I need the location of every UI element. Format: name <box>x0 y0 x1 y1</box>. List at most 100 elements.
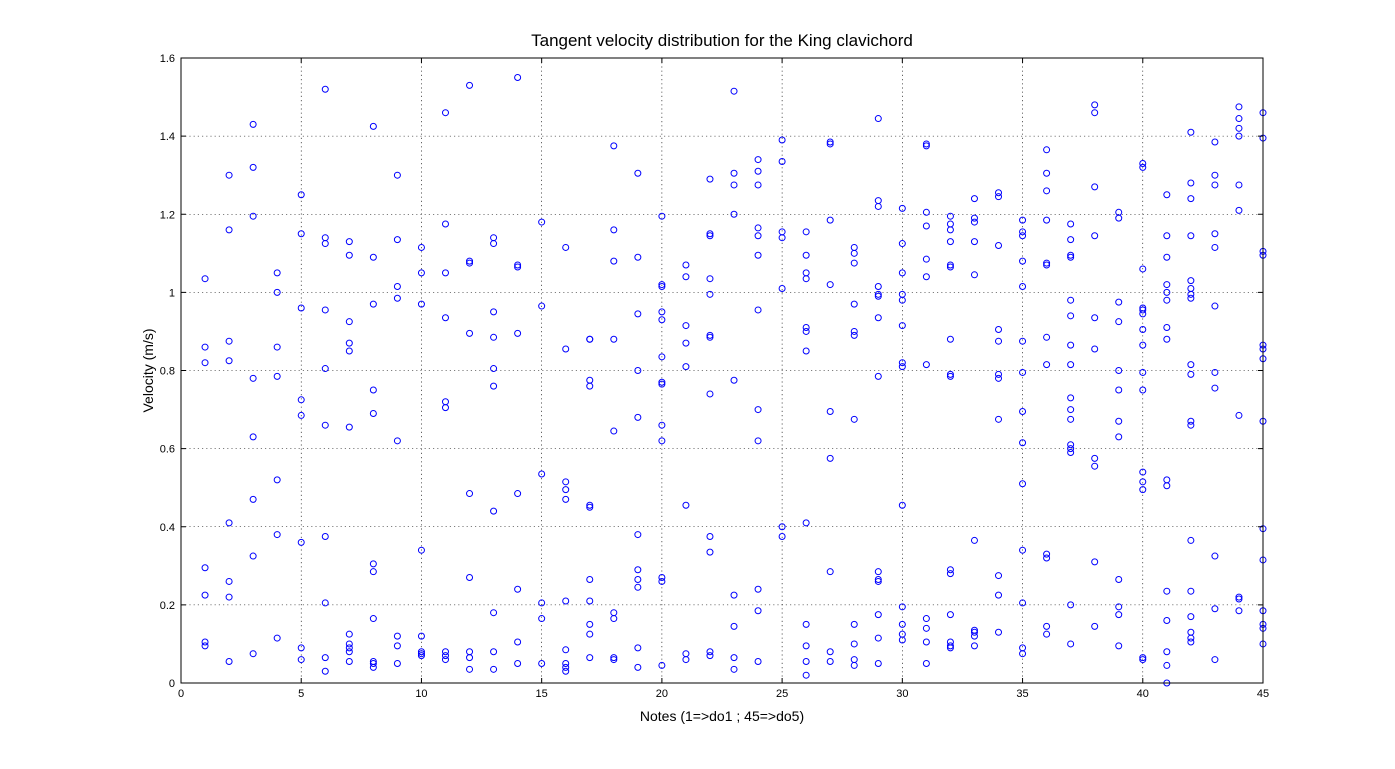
data-point <box>826 658 834 666</box>
data-point <box>490 665 498 673</box>
data-point <box>1187 361 1195 369</box>
data-point <box>490 609 498 617</box>
data-point <box>658 353 666 361</box>
data-point <box>393 171 401 179</box>
data-point <box>922 142 930 150</box>
data-point <box>562 495 570 503</box>
data-points <box>201 74 1267 687</box>
data-point <box>273 343 281 351</box>
data-point <box>562 478 570 486</box>
data-point <box>1211 384 1219 392</box>
data-point <box>225 337 233 345</box>
data-point <box>441 109 449 117</box>
data-point <box>970 218 978 226</box>
data-point <box>1067 449 1075 457</box>
data-point <box>995 325 1003 333</box>
data-point <box>1043 259 1051 267</box>
data-point <box>1091 558 1099 566</box>
data-point <box>249 552 257 560</box>
data-point <box>417 243 425 251</box>
data-point <box>922 255 930 263</box>
data-point <box>562 486 570 494</box>
data-point <box>970 214 978 222</box>
data-point <box>249 120 257 128</box>
data-point <box>297 304 305 312</box>
data-point <box>345 640 353 648</box>
data-point <box>586 620 594 628</box>
y-tick-label: 0.8 <box>160 366 175 378</box>
data-point <box>1187 613 1195 621</box>
data-point <box>417 269 425 277</box>
data-point <box>634 583 642 591</box>
data-point <box>369 663 377 671</box>
data-point <box>321 599 329 607</box>
data-point <box>321 85 329 93</box>
data-point <box>1235 181 1243 189</box>
data-point <box>802 275 810 283</box>
data-point <box>802 519 810 527</box>
data-point <box>417 300 425 308</box>
data-point <box>441 656 449 664</box>
data-point <box>562 667 570 675</box>
data-point <box>610 427 618 435</box>
data-point <box>922 361 930 369</box>
data-point <box>946 566 954 574</box>
data-point <box>249 374 257 382</box>
data-point <box>754 251 762 259</box>
data-point <box>610 142 618 150</box>
data-point <box>874 575 882 583</box>
data-point <box>1115 575 1123 583</box>
data-point <box>1067 296 1075 304</box>
data-point <box>634 367 642 374</box>
data-point <box>1211 656 1219 664</box>
data-point <box>562 663 570 671</box>
data-point <box>1187 179 1195 187</box>
data-point <box>658 421 666 429</box>
data-point <box>946 335 954 343</box>
data-point <box>417 632 425 640</box>
data-point <box>393 632 401 640</box>
data-point <box>586 382 594 390</box>
data-point <box>610 335 618 343</box>
data-point <box>1163 296 1171 304</box>
data-point <box>273 531 281 539</box>
data-point <box>995 189 1003 197</box>
data-point <box>706 175 714 183</box>
data-point <box>1115 298 1123 306</box>
data-point <box>441 269 449 277</box>
data-point <box>321 240 329 248</box>
data-point <box>682 501 690 509</box>
data-point <box>466 257 474 265</box>
data-point <box>562 597 570 605</box>
data-point <box>1187 294 1195 302</box>
data-point <box>730 169 738 177</box>
data-point <box>369 253 377 261</box>
data-point <box>225 226 233 234</box>
data-point <box>297 230 305 238</box>
data-point <box>1211 368 1219 376</box>
data-point <box>1211 171 1219 179</box>
chart-title: Tangent velocity distribution for the Ki… <box>531 31 913 50</box>
data-point <box>201 359 209 367</box>
data-point <box>1163 253 1171 261</box>
data-point <box>682 363 690 371</box>
data-point <box>393 236 401 244</box>
data-point <box>490 382 498 390</box>
data-point <box>995 591 1003 599</box>
data-point <box>514 74 522 82</box>
data-point <box>922 615 930 623</box>
data-point <box>1211 552 1219 560</box>
data-point <box>754 224 762 232</box>
data-point <box>538 302 546 310</box>
data-point <box>995 370 1003 378</box>
data-point <box>586 597 594 605</box>
data-point <box>995 337 1003 345</box>
data-point <box>706 652 714 660</box>
data-point <box>898 359 906 367</box>
data-point <box>754 437 762 445</box>
data-point <box>201 343 209 351</box>
data-point <box>802 228 810 236</box>
data-point <box>898 363 906 371</box>
data-point <box>538 599 546 607</box>
data-point <box>1163 661 1171 669</box>
